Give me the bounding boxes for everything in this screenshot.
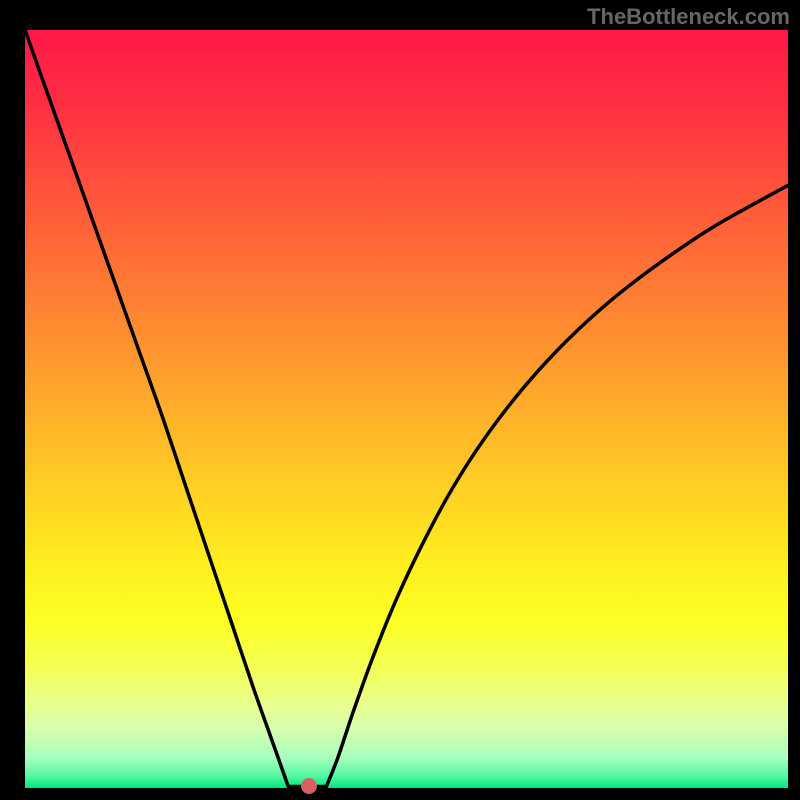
plot-area [25, 30, 788, 788]
watermark-text: TheBottleneck.com [587, 4, 790, 30]
bottleneck-curve [25, 30, 788, 788]
optimal-point-marker [301, 778, 317, 794]
